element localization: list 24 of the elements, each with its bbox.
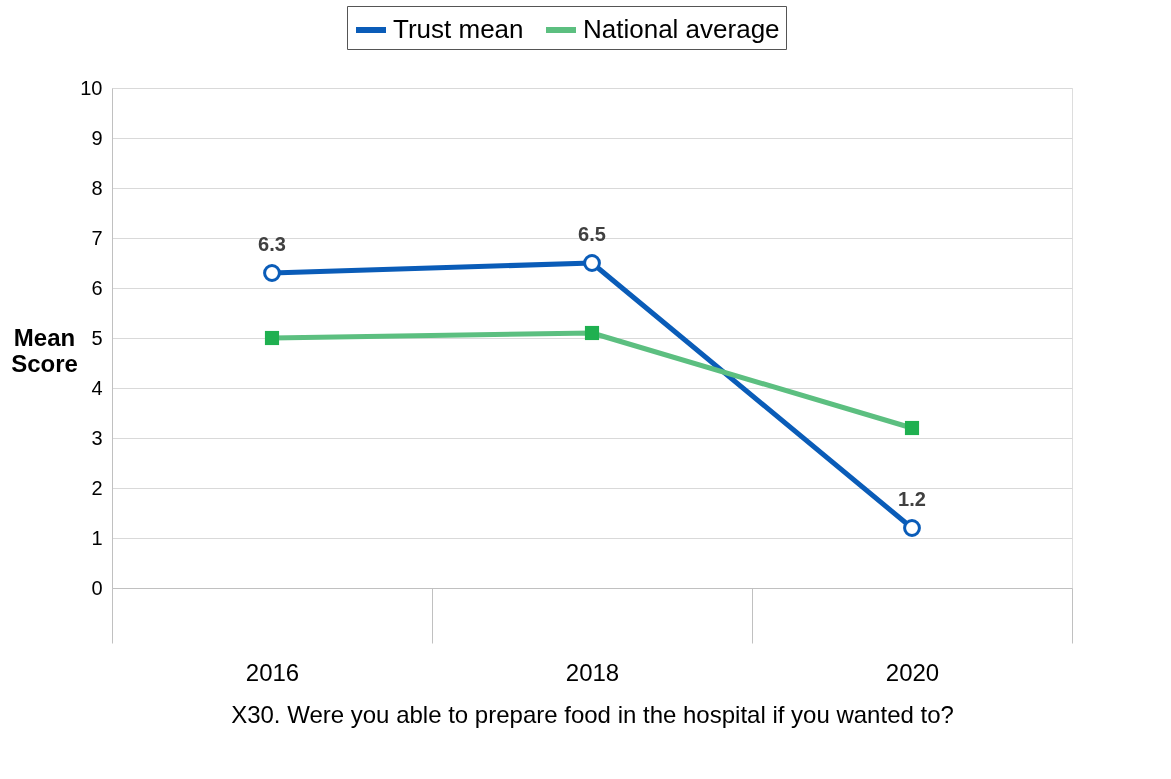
y-tick-label: 6	[91, 276, 103, 299]
legend-label: National average	[583, 14, 780, 44]
y-tick-label: 3	[91, 426, 103, 449]
y-tick-label: 9	[91, 126, 103, 149]
x-axis-title: X30. Were you able to prepare food in the hospital if you wanted to?	[231, 700, 954, 728]
y-tick-label: 10	[80, 76, 103, 99]
x-tick-label: 2016	[245, 658, 300, 686]
y-tick-label: 0	[91, 576, 103, 599]
y-tick-label: 7	[91, 226, 103, 249]
point	[903, 519, 921, 537]
y-tick-label: 2	[91, 476, 103, 499]
data-label: 6.3	[258, 233, 286, 255]
point	[263, 264, 281, 282]
x-tick-label: 2018	[565, 658, 620, 686]
y-tick-label: 5	[91, 326, 103, 349]
point	[583, 254, 601, 272]
y-axis-title: Mean Score	[11, 323, 78, 377]
y-tick-label: 1	[91, 526, 103, 549]
data-label: 6.5	[578, 223, 606, 245]
y-tick-label: 4	[91, 376, 103, 399]
legend-label: Trust mean	[393, 14, 524, 44]
data-label: 1.2	[898, 488, 926, 510]
x-tick-label: 2020	[885, 658, 940, 686]
y-tick-label: 8	[91, 176, 103, 199]
